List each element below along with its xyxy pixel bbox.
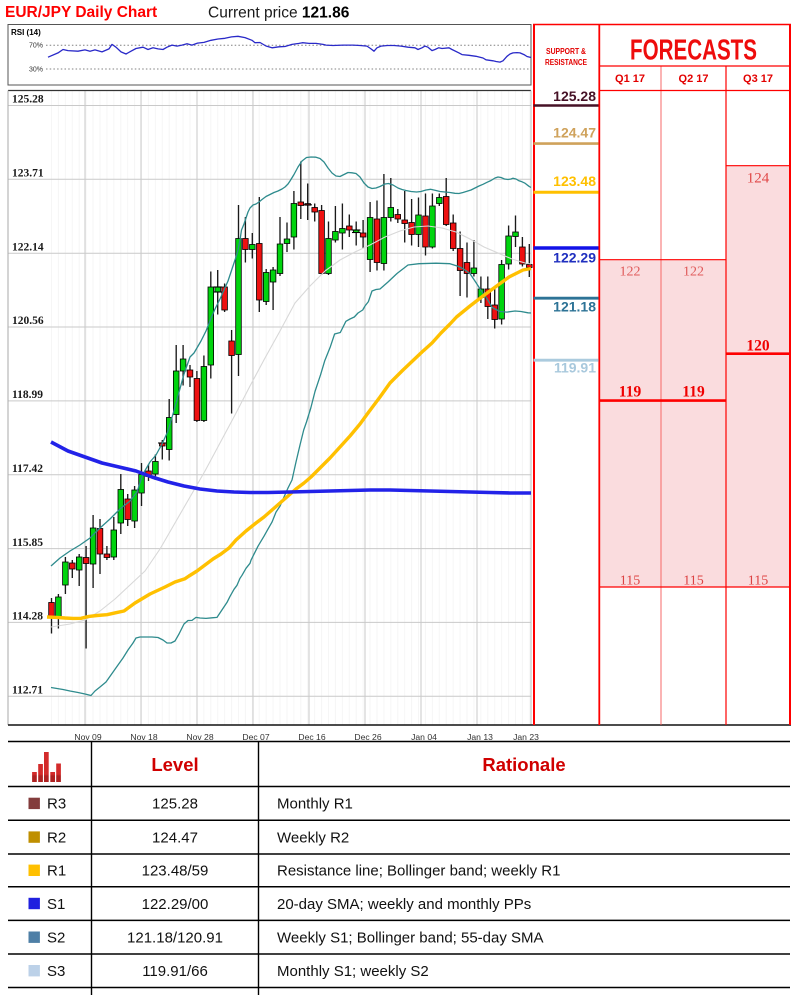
svg-text:S1: S1 [47, 896, 65, 913]
svg-text:122.29/00: 122.29/00 [142, 896, 209, 913]
svg-text:Weekly S1; Bollinger band; 55-: Weekly S1; Bollinger band; 55-day SMA [277, 929, 544, 946]
svg-text:FORECASTS: FORECASTS [630, 35, 757, 67]
svg-text:125.28: 125.28 [152, 796, 198, 813]
svg-text:S3: S3 [47, 963, 65, 980]
svg-text:Resistance line; Bollinger ban: Resistance line; Bollinger band; weekly … [277, 863, 560, 880]
svg-text:122: 122 [620, 265, 641, 280]
svg-text:123.71: 123.71 [12, 168, 44, 180]
svg-text:Nov 28: Nov 28 [186, 732, 213, 742]
svg-text:119: 119 [682, 384, 705, 401]
svg-text:124.47: 124.47 [152, 829, 198, 846]
svg-text:124.47: 124.47 [553, 125, 596, 141]
svg-text:122.29: 122.29 [553, 250, 596, 266]
svg-text:120.56: 120.56 [12, 315, 44, 327]
svg-text:Q1 17: Q1 17 [615, 73, 645, 85]
svg-text:Q3 17: Q3 17 [743, 73, 773, 85]
svg-text:Rationale: Rationale [482, 754, 565, 775]
svg-text:122.14: 122.14 [12, 241, 44, 253]
svg-text:115: 115 [683, 574, 703, 589]
svg-text:122: 122 [683, 265, 704, 280]
svg-text:R2: R2 [47, 829, 66, 846]
svg-text:RSI (14): RSI (14) [11, 28, 41, 37]
svg-text:20-day SMA; weekly and monthly: 20-day SMA; weekly and monthly PPs [277, 896, 531, 913]
svg-text:R3: R3 [47, 796, 66, 813]
svg-text:Dec 26: Dec 26 [354, 732, 381, 742]
svg-text:125.28: 125.28 [553, 88, 596, 104]
svg-text:125.28: 125.28 [12, 94, 44, 106]
svg-text:Weekly R2: Weekly R2 [277, 829, 349, 846]
svg-text:Nov 18: Nov 18 [130, 732, 157, 742]
svg-text:112.71: 112.71 [12, 685, 43, 697]
svg-text:R1: R1 [47, 863, 66, 880]
svg-text:119.91/66: 119.91/66 [142, 963, 208, 980]
svg-text:120: 120 [746, 338, 770, 355]
svg-text:117.42: 117.42 [12, 463, 43, 475]
svg-text:S2: S2 [47, 929, 65, 946]
svg-text:121.18: 121.18 [553, 299, 596, 315]
svg-text:Jan 04: Jan 04 [411, 732, 437, 742]
svg-text:Q2 17: Q2 17 [679, 73, 709, 85]
svg-text:115: 115 [620, 574, 640, 589]
svg-text:123.48/59: 123.48/59 [142, 863, 209, 880]
svg-text:Monthly R1: Monthly R1 [277, 796, 353, 813]
svg-text:RESISTANCE: RESISTANCE [545, 58, 588, 67]
svg-text:Nov 09: Nov 09 [74, 732, 101, 742]
svg-text:70%: 70% [29, 43, 43, 50]
svg-text:115: 115 [748, 574, 768, 589]
svg-text:119: 119 [619, 384, 642, 401]
svg-text:30%: 30% [29, 67, 43, 74]
svg-text:121.18/120.91: 121.18/120.91 [127, 929, 223, 946]
svg-text:Jan 23: Jan 23 [513, 732, 539, 742]
svg-text:Monthly S1; weekly S2: Monthly S1; weekly S2 [277, 963, 429, 980]
svg-text:SUPPORT &: SUPPORT & [546, 47, 586, 56]
svg-text:115.85: 115.85 [12, 537, 43, 549]
svg-text:Dec 16: Dec 16 [298, 732, 325, 742]
svg-text:119.91: 119.91 [554, 360, 596, 376]
svg-text:Dec 07: Dec 07 [242, 732, 269, 742]
svg-text:Jan 13: Jan 13 [467, 732, 493, 742]
svg-text:123.48: 123.48 [553, 173, 596, 189]
svg-text:124: 124 [747, 171, 770, 187]
svg-text:Current price 121.86: Current price 121.86 [208, 5, 350, 22]
svg-text:EUR/JPY Daily Chart: EUR/JPY Daily Chart [5, 4, 157, 21]
svg-text:118.99: 118.99 [12, 389, 43, 401]
svg-text:Level: Level [151, 754, 198, 775]
svg-text:114.28: 114.28 [12, 611, 43, 623]
